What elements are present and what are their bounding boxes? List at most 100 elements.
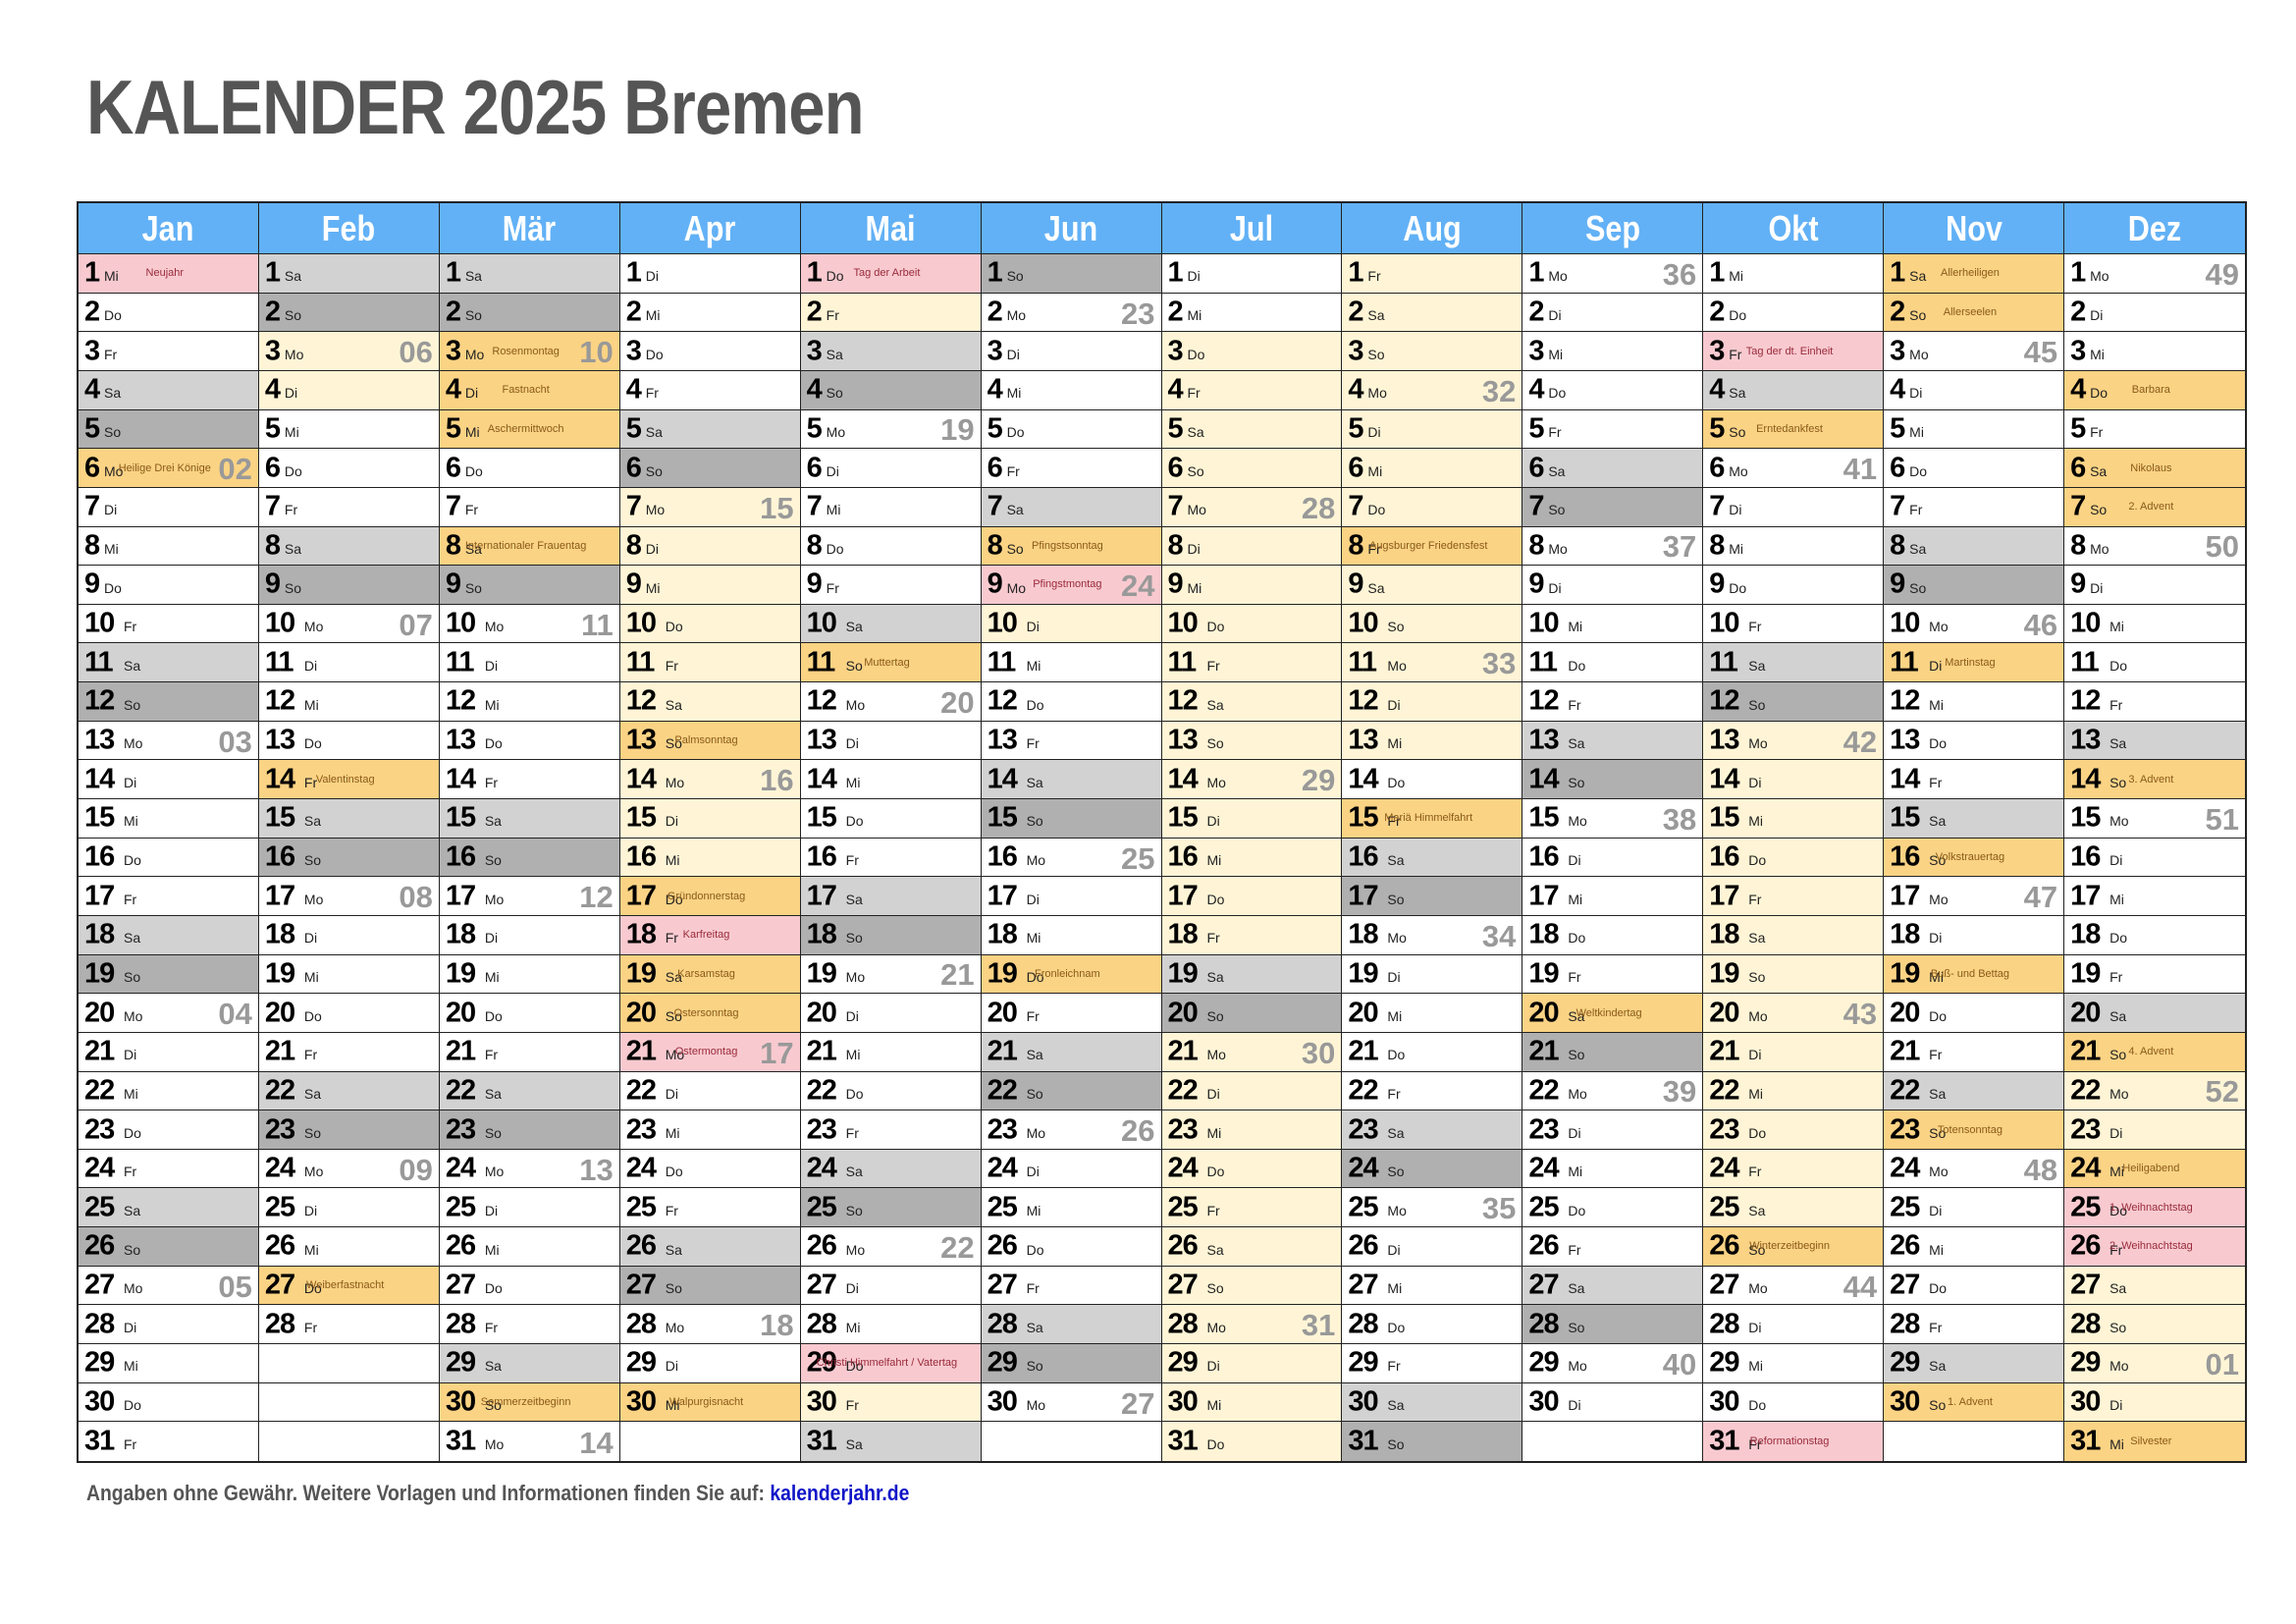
day-cell[interactable]: 21 Mo Ostermontag 17 bbox=[619, 1032, 800, 1072]
day-cell[interactable]: 5 Di bbox=[1342, 409, 1522, 450]
day-cell[interactable]: 25 Do bbox=[1522, 1188, 1703, 1228]
day-cell[interactable]: 18 Do bbox=[1522, 915, 1703, 955]
day-cell[interactable]: 22 Mi bbox=[1703, 1071, 1884, 1111]
day-cell[interactable]: 23 Di bbox=[1522, 1110, 1703, 1150]
day-cell[interactable]: 14 Di bbox=[79, 760, 258, 800]
day-cell[interactable]: 4 Fr bbox=[1161, 370, 1342, 410]
day-cell[interactable]: 30 Mi Walpurgisnacht bbox=[619, 1382, 800, 1423]
day-cell[interactable]: 23 Fr bbox=[800, 1110, 981, 1150]
day-cell[interactable]: 27 Sa bbox=[2064, 1266, 2245, 1306]
day-cell[interactable]: 25 Fr bbox=[1161, 1188, 1342, 1228]
day-cell[interactable]: 1 Di bbox=[1161, 254, 1342, 294]
day-cell[interactable]: 7 Di bbox=[1703, 487, 1884, 527]
day-cell[interactable]: 9 Do bbox=[1703, 566, 1884, 605]
day-cell[interactable]: 19 Fr bbox=[1522, 954, 1703, 995]
day-cell[interactable]: 19 Di bbox=[1342, 954, 1522, 995]
day-cell[interactable]: 10 Do bbox=[1161, 604, 1342, 644]
day-cell[interactable]: 20 So Ostersonntag bbox=[619, 994, 800, 1033]
day-cell[interactable]: 11 Fr bbox=[1161, 643, 1342, 683]
day-cell[interactable]: 11 Sa bbox=[1703, 643, 1884, 683]
day-cell[interactable]: 18 Di bbox=[439, 915, 619, 955]
day-cell[interactable]: 6 Sa Nikolaus bbox=[2064, 449, 2245, 488]
day-cell[interactable]: 17 Do Gründonnerstag bbox=[619, 877, 800, 916]
day-cell[interactable]: 23 So bbox=[258, 1110, 439, 1150]
day-cell[interactable]: 11 Do bbox=[2064, 643, 2245, 683]
day-cell[interactable]: 15 Mi bbox=[79, 799, 258, 839]
day-cell[interactable]: 4 Do bbox=[1522, 370, 1703, 410]
day-cell[interactable]: 25 Di bbox=[439, 1188, 619, 1228]
day-cell[interactable]: 10 Mo 07 bbox=[258, 604, 439, 644]
day-cell[interactable]: 29 Fr bbox=[1342, 1344, 1522, 1383]
day-cell[interactable]: 20 Fr bbox=[981, 994, 1161, 1033]
day-cell[interactable]: 27 So bbox=[619, 1266, 800, 1306]
day-cell[interactable]: 8 Di bbox=[619, 526, 800, 567]
day-cell[interactable]: 27 Do bbox=[1884, 1266, 2064, 1306]
day-cell[interactable]: 18 Sa bbox=[1703, 915, 1884, 955]
day-cell[interactable]: 1 Mo 49 bbox=[2064, 254, 2245, 294]
day-cell[interactable]: 4 Mi bbox=[981, 370, 1161, 410]
day-cell[interactable]: 10 Sa bbox=[800, 604, 981, 644]
day-cell[interactable]: 19 Mi bbox=[439, 954, 619, 995]
day-cell[interactable]: 27 Mo 44 bbox=[1703, 1266, 1884, 1306]
day-cell[interactable]: 1 Sa bbox=[258, 254, 439, 294]
day-cell[interactable]: 30 Sa bbox=[1342, 1382, 1522, 1423]
day-cell[interactable]: 25 Di bbox=[258, 1188, 439, 1228]
day-cell[interactable]: 12 Do bbox=[981, 682, 1161, 722]
day-cell[interactable]: 1 So bbox=[981, 254, 1161, 294]
day-cell[interactable]: 27 Fr bbox=[981, 1266, 1161, 1306]
day-cell[interactable]: 8 Di bbox=[1161, 526, 1342, 567]
day-cell[interactable]: 16 Mo 25 bbox=[981, 838, 1161, 878]
day-cell[interactable]: 17 Mi bbox=[2064, 877, 2245, 916]
day-cell[interactable]: 21 Fr bbox=[258, 1032, 439, 1072]
day-cell[interactable]: 13 Mi bbox=[1342, 721, 1522, 761]
day-cell[interactable]: 8 Sa Internationaler Frauentag bbox=[439, 526, 619, 567]
day-cell[interactable]: 15 Do bbox=[800, 799, 981, 839]
day-cell[interactable]: 6 So bbox=[619, 449, 800, 488]
day-cell[interactable]: 20 Sa Weltkindertag bbox=[1522, 994, 1703, 1033]
day-cell[interactable]: 9 Mi bbox=[619, 566, 800, 605]
day-cell[interactable]: 4 Do Barbara bbox=[2064, 370, 2245, 410]
day-cell[interactable]: 11 Di Martinstag bbox=[1884, 643, 2064, 683]
day-cell[interactable]: 23 Sa bbox=[1342, 1110, 1522, 1150]
day-cell[interactable]: 6 Do bbox=[258, 449, 439, 488]
day-cell[interactable]: 4 Di Fastnacht bbox=[439, 370, 619, 410]
day-cell[interactable]: 1 Sa bbox=[439, 254, 619, 294]
day-cell[interactable]: 17 Fr bbox=[1703, 877, 1884, 916]
day-cell[interactable]: 9 Sa bbox=[1342, 566, 1522, 605]
day-cell[interactable]: 8 Fr Augsburger Friedensfest bbox=[1342, 526, 1522, 567]
day-cell[interactable]: 12 Sa bbox=[619, 682, 800, 722]
day-cell[interactable]: 18 Fr bbox=[1161, 915, 1342, 955]
day-cell[interactable]: 3 So bbox=[1342, 332, 1522, 371]
day-cell[interactable]: 16 So bbox=[439, 838, 619, 878]
day-cell[interactable]: 6 Fr bbox=[981, 449, 1161, 488]
day-cell[interactable]: 8 Mi bbox=[79, 526, 258, 567]
day-cell[interactable]: 28 Di bbox=[79, 1305, 258, 1345]
day-cell[interactable]: 29 Sa bbox=[1884, 1344, 2064, 1383]
day-cell[interactable]: 27 Mi bbox=[1342, 1266, 1522, 1306]
day-cell[interactable]: 30 Do bbox=[79, 1382, 258, 1423]
day-cell[interactable]: 14 Fr bbox=[439, 760, 619, 800]
day-cell[interactable]: 28 So bbox=[2064, 1305, 2245, 1345]
day-cell[interactable]: 20 Do bbox=[258, 994, 439, 1033]
day-cell[interactable]: 17 So bbox=[1342, 877, 1522, 916]
day-cell[interactable]: 25 Di bbox=[1884, 1188, 2064, 1228]
day-cell[interactable]: 18 Mo 34 bbox=[1342, 915, 1522, 955]
day-cell[interactable]: 13 Mo 42 bbox=[1703, 721, 1884, 761]
day-cell[interactable]: 29 Mi bbox=[1703, 1344, 1884, 1383]
day-cell[interactable]: 3 Mo Rosenmontag 10 bbox=[439, 332, 619, 371]
day-cell[interactable]: 22 Mi bbox=[79, 1071, 258, 1111]
day-cell[interactable]: 17 Fr bbox=[79, 877, 258, 916]
day-cell[interactable]: 27 Di bbox=[800, 1266, 981, 1306]
day-cell[interactable]: 9 So bbox=[439, 566, 619, 605]
day-cell[interactable]: 30 So 1. Advent bbox=[1884, 1382, 2064, 1423]
day-cell[interactable]: 7 Sa bbox=[981, 487, 1161, 527]
day-cell[interactable]: 2 Di bbox=[1522, 293, 1703, 333]
day-cell[interactable]: 5 Mi bbox=[258, 409, 439, 450]
day-cell[interactable]: 9 Di bbox=[2064, 566, 2245, 605]
day-cell[interactable]: 4 Sa bbox=[79, 370, 258, 410]
day-cell[interactable]: 2 Mi bbox=[619, 293, 800, 333]
day-cell[interactable]: 28 Do bbox=[1342, 1305, 1522, 1345]
day-cell[interactable]: 24 Mo 13 bbox=[439, 1149, 619, 1189]
day-cell[interactable]: 4 Di bbox=[1884, 370, 2064, 410]
day-cell[interactable]: 27 So bbox=[1161, 1266, 1342, 1306]
